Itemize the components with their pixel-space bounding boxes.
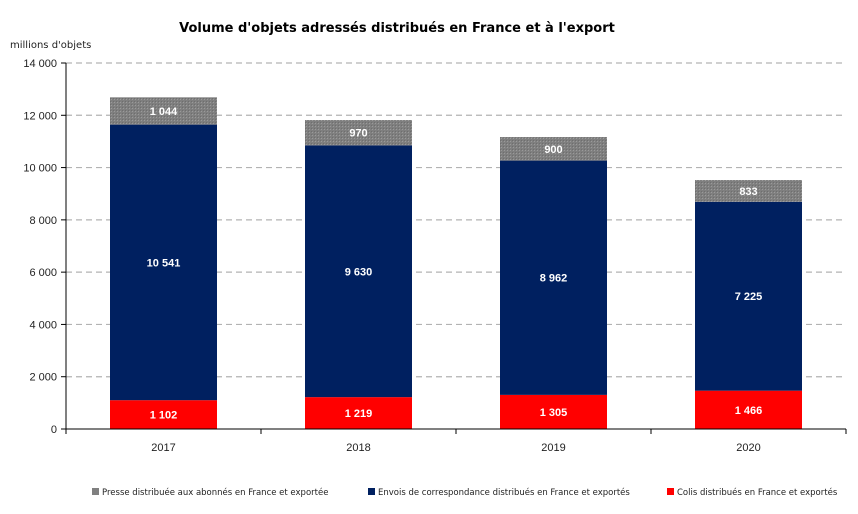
y-tick-label: 2 000 [29,372,57,384]
bar-presse-2018 [305,120,412,146]
legend-swatch [667,488,674,495]
x-tick-label: 2018 [346,442,370,454]
bar-presse-2019 [500,137,607,161]
data-label: 833 [739,186,757,198]
y-tick-label: 8 000 [29,215,57,227]
legend-item: Envois de correspondance distribués en F… [368,487,630,498]
legend-label: Envois de correspondance distribués en F… [378,487,630,498]
y-tick-label: 12 000 [23,110,57,122]
legend-item: Presse distribuée aux abonnés en France … [92,487,328,498]
bar-colis-2018 [305,397,412,429]
bar-stack-2020: 1 466 7 225 833 [695,180,802,429]
legend-swatch [92,488,99,495]
bar-correspondance-2018 [305,145,412,398]
data-label: 7 225 [735,291,763,303]
bar-colis-2020 [695,390,802,429]
data-label: 970 [349,128,367,140]
bars: 1 102 10 541 1 044 1 219 9 630 970 1 305 8 962 9… [110,97,802,429]
data-label: 1 466 [735,405,763,417]
data-label: 900 [544,144,562,156]
data-label: 9 630 [345,266,373,278]
legend-label: Colis distribués en France et exportés [677,487,838,498]
bar-stack-2019: 1 305 8 962 900 [500,137,607,429]
chart-title: Volume d'objets adressés distribués en F… [179,21,615,36]
legend-swatch [368,488,375,495]
data-label: 10 541 [147,257,181,269]
y-axis-ticks: 0 2 000 4 000 6 000 8 000 10 000 12 000 14 000 [23,58,66,436]
data-label: 1 102 [150,410,178,422]
bar-colis-2019 [500,394,607,429]
y-axis-unit-label: millions d'objets [10,40,91,51]
bar-correspondance-2020 [695,201,802,391]
y-tick-label: 10 000 [23,163,57,175]
data-label: 1 305 [540,407,568,419]
y-tick-label: 4 000 [29,319,57,331]
x-tick-label: 2020 [736,442,760,454]
bar-presse-2017 [110,97,217,125]
x-axis-labels: 2017 2018 2019 2020 [151,442,760,454]
data-label: 1 219 [345,408,373,420]
bar-correspondance-2017 [110,124,217,401]
bar-correspondance-2019 [500,160,607,395]
bar-presse-2020 [695,180,802,202]
x-tick-label: 2017 [151,442,175,454]
y-tick-label: 0 [51,424,57,436]
y-tick-label: 6 000 [29,267,57,279]
bar-stack-2018: 1 219 9 630 970 [305,120,412,429]
legend-item: Colis distribués en France et exportés [667,487,838,498]
axes [65,63,847,434]
data-label: 1 044 [150,106,178,118]
bar-colis-2017 [110,400,217,429]
y-tick-label: 14 000 [23,58,57,70]
legend-label: Presse distribuée aux abonnés en France … [102,487,328,498]
x-tick-label: 2019 [541,442,565,454]
bar-stack-2017: 1 102 10 541 1 044 [110,97,217,429]
legend: Presse distribuée aux abonnés en France … [92,487,838,498]
data-label: 8 962 [540,273,568,285]
